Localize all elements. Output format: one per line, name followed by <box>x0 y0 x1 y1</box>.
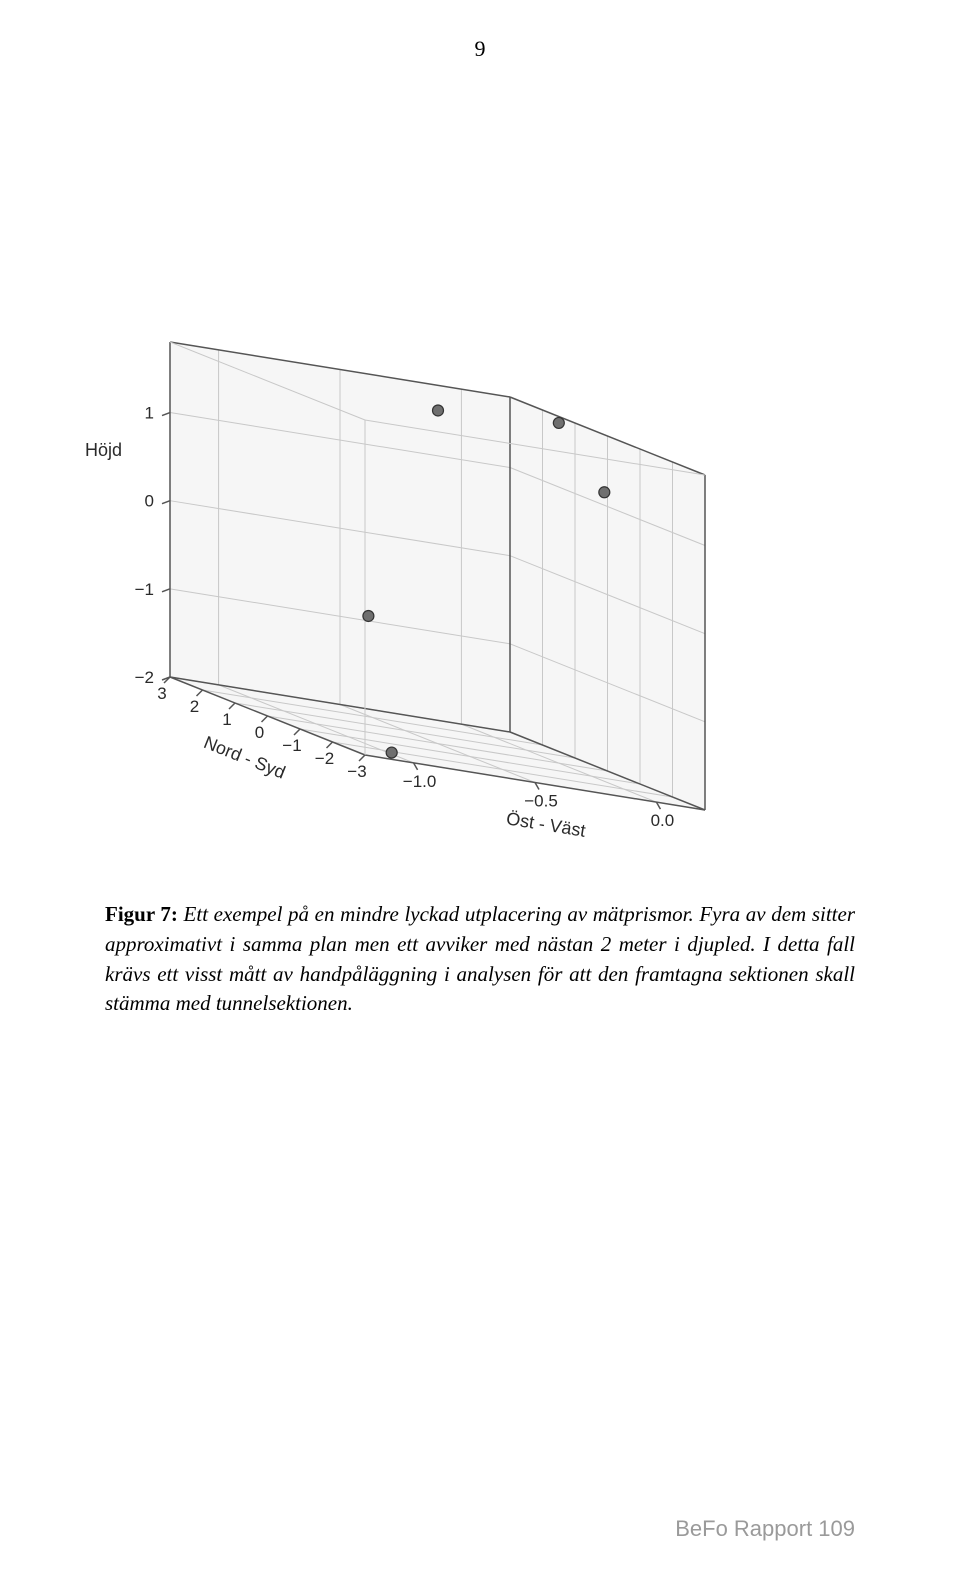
svg-text:0: 0 <box>255 723 264 742</box>
caption-text: Ett exempel på en mindre lyckad utplacer… <box>105 902 855 1015</box>
svg-text:Höjd: Höjd <box>85 440 122 460</box>
svg-text:Öst - Väst: Öst - Väst <box>505 808 587 840</box>
svg-text:−1.0: −1.0 <box>403 772 437 791</box>
svg-text:−3: −3 <box>347 762 366 781</box>
svg-text:1: 1 <box>222 710 231 729</box>
caption-label: Figur 7: <box>105 902 178 926</box>
scatter-3d-chart: 1 0 −1 −2 Höjd 3 2 1 0 −1 −2 −3 Nord - Syd −1.0 −0.5 0.… <box>60 200 900 840</box>
svg-text:−2: −2 <box>315 749 334 768</box>
svg-text:0.0: 0.0 <box>651 811 675 830</box>
svg-text:1: 1 <box>145 404 154 423</box>
data-point-marker <box>386 747 397 758</box>
figure-caption: Figur 7: Ett exempel på en mindre lyckad… <box>105 900 855 1019</box>
data-point-marker <box>553 417 564 428</box>
svg-text:−1: −1 <box>135 580 154 599</box>
footer-report-id: BeFo Rapport 109 <box>675 1516 855 1542</box>
svg-text:−2: −2 <box>135 668 154 687</box>
svg-text:2: 2 <box>190 697 199 716</box>
data-point-marker <box>599 487 610 498</box>
svg-text:3: 3 <box>157 684 166 703</box>
svg-text:Nord - Syd: Nord - Syd <box>201 732 288 783</box>
svg-text:−1: −1 <box>282 736 301 755</box>
data-point-marker <box>433 405 444 416</box>
page-number: 9 <box>475 36 486 62</box>
data-point-marker <box>363 610 374 621</box>
svg-text:0: 0 <box>145 492 154 511</box>
svg-text:−0.5: −0.5 <box>524 792 558 811</box>
